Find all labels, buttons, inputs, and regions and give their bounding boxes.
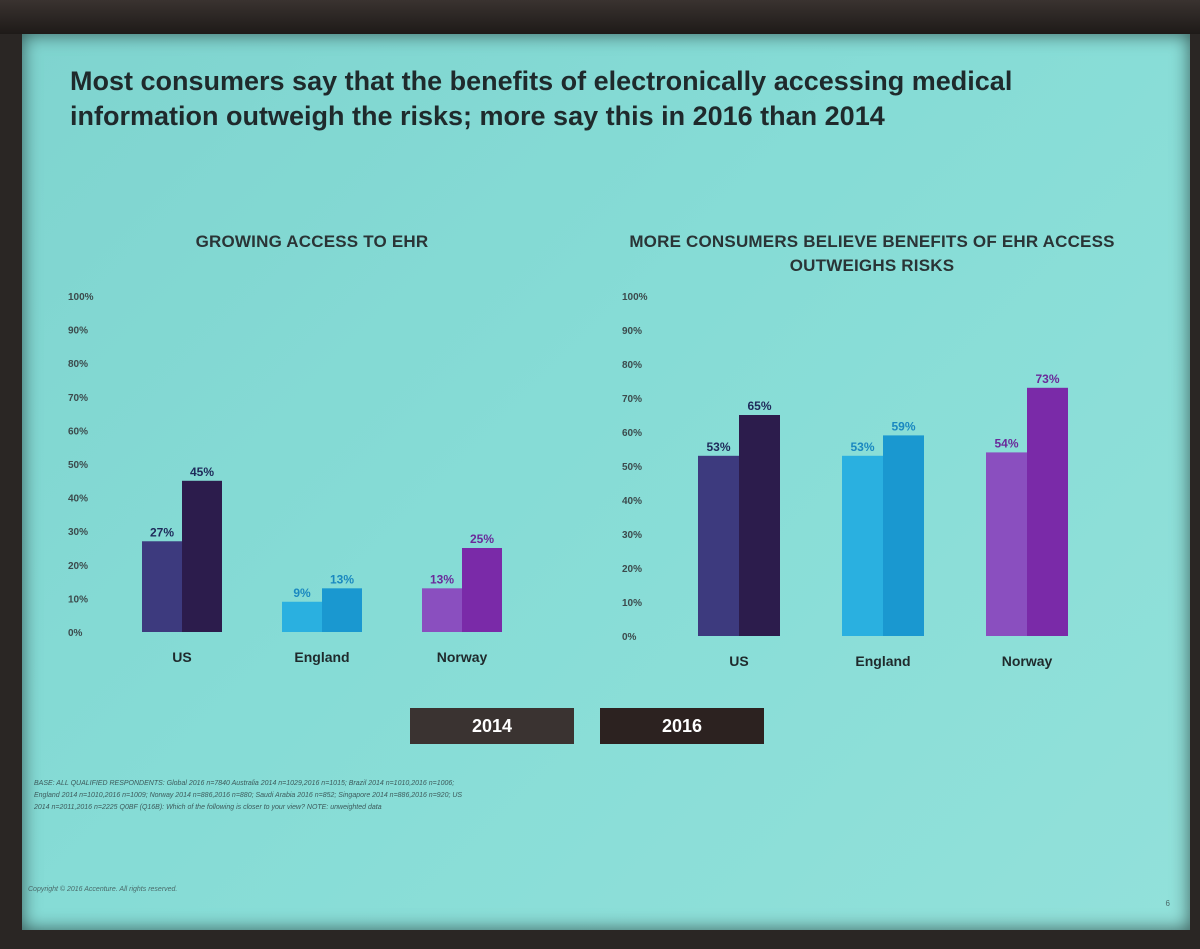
data-label-england-2016: 13%	[330, 572, 354, 586]
y-tick-label: 30%	[622, 530, 642, 541]
bar-england-2014	[282, 601, 322, 632]
y-tick-label: 0%	[68, 628, 83, 639]
y-tick-label: 100%	[68, 292, 94, 303]
y-tick-label: 40%	[68, 494, 88, 505]
y-tick-label: 20%	[68, 561, 88, 572]
bar-norway-2016	[462, 548, 502, 632]
legend-2014: 2014	[410, 708, 574, 744]
y-tick-label: 90%	[622, 326, 642, 337]
y-tick-label: 80%	[68, 359, 88, 370]
y-tick-label: 10%	[68, 594, 88, 605]
right-chart-title: MORE CONSUMERS BELIEVE BENEFITS OF EHR A…	[629, 232, 1115, 275]
y-tick-label: 70%	[68, 393, 88, 404]
y-tick-label: 60%	[622, 428, 642, 439]
legend-2014-label: 2014	[471, 716, 513, 736]
bar-us-2014	[698, 455, 739, 636]
data-label-england-2014: 9%	[293, 586, 311, 600]
presentation-slide: Most consumers say that the benefits of …	[22, 34, 1190, 930]
y-tick-label: 100%	[622, 292, 648, 303]
left-chart-title: GROWING ACCESS TO EHR	[195, 232, 429, 251]
y-tick-label: 40%	[622, 496, 642, 507]
footnote: BASE: ALL QUALIFIED RESPONDENTS: Global …	[34, 780, 463, 811]
category-label-england: England	[855, 653, 910, 669]
bar-us-2014	[142, 541, 182, 632]
y-tick-label: 50%	[622, 462, 642, 473]
page-number: 6	[1165, 899, 1170, 908]
data-label-us-2016: 45%	[190, 465, 214, 479]
y-tick-label: 20%	[622, 564, 642, 575]
category-label-us: US	[172, 649, 191, 665]
bar-england-2016	[883, 435, 924, 636]
y-tick-label: 0%	[622, 632, 637, 643]
bar-us-2016	[182, 480, 222, 632]
slide-headline: Most consumers say that the benefits of …	[70, 66, 1013, 131]
y-tick-label: 10%	[622, 598, 642, 609]
category-label-norway: Norway	[1002, 653, 1053, 669]
y-tick-label: 90%	[68, 326, 88, 337]
data-label-norway-2014: 54%	[994, 436, 1018, 450]
data-label-norway-2014: 13%	[430, 572, 454, 586]
projector-bezel	[0, 0, 1200, 34]
data-label-us-2014: 27%	[150, 525, 174, 539]
legend-2016-label: 2016	[661, 716, 703, 736]
copyright-text: Copyright © 2016 Accenture. All rights r…	[28, 886, 178, 893]
y-tick-label: 80%	[622, 360, 642, 371]
data-label-england-2016: 59%	[891, 419, 915, 433]
data-label-us-2014: 53%	[706, 440, 730, 454]
y-tick-label: 70%	[622, 394, 642, 405]
category-label-us: US	[729, 653, 748, 669]
y-tick-label: 30%	[68, 527, 88, 538]
bar-norway-2014	[422, 588, 462, 632]
benefits-outweigh-risks-bar-chart: 0% 10% 20% 30% 40% 50% 60% 70% 80% 90% 100% 53% 65% U…	[622, 292, 1068, 669]
bar-us-2016	[739, 415, 780, 636]
category-label-norway: Norway	[437, 649, 488, 665]
bar-england-2016	[322, 588, 362, 632]
bar-england-2014	[842, 455, 883, 636]
y-tick-label: 50%	[68, 460, 88, 471]
legend-2016: 2016	[600, 708, 764, 744]
data-label-norway-2016: 73%	[1035, 372, 1059, 386]
category-label-england: England	[294, 649, 349, 665]
bar-norway-2016	[1027, 387, 1068, 636]
bar-norway-2014	[986, 452, 1027, 636]
data-label-england-2014: 53%	[850, 440, 874, 454]
y-tick-label: 60%	[68, 426, 88, 437]
ehr-access-bar-chart: 0% 10% 20% 30% 40% 50% 60% 70% 80% 90% 100% 27% 45% U…	[68, 292, 502, 665]
data-label-norway-2016: 25%	[470, 532, 494, 546]
data-label-us-2016: 65%	[747, 399, 771, 413]
